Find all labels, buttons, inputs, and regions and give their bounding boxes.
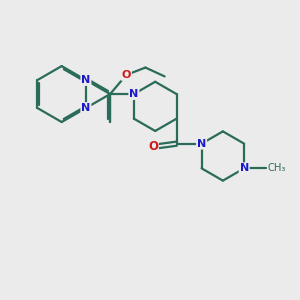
Text: O: O — [122, 70, 131, 80]
Text: N: N — [240, 163, 249, 173]
Text: N: N — [197, 139, 206, 149]
Text: CH₃: CH₃ — [268, 163, 286, 173]
Text: N: N — [129, 89, 139, 99]
Text: N: N — [81, 103, 91, 113]
Text: O: O — [148, 140, 158, 153]
Text: N: N — [81, 75, 91, 85]
